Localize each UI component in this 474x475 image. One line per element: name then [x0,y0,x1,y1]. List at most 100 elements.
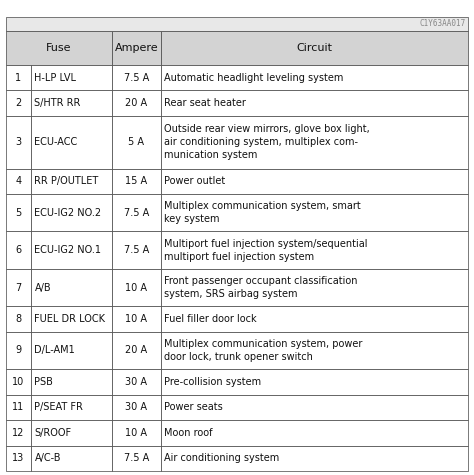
Bar [112,369,161,395]
Bar [31,116,112,169]
Bar [31,269,112,306]
Bar [161,90,468,116]
Bar [112,31,161,65]
Bar [31,332,112,369]
Bar [6,17,468,31]
Bar [161,269,468,306]
Bar [161,231,468,269]
Bar [161,395,468,420]
Text: Power outlet: Power outlet [164,176,226,186]
Text: 10 A: 10 A [126,283,147,293]
Bar [6,332,31,369]
Text: Outside rear view mirrors, glove box light,
air conditioning system, multiplex c: Outside rear view mirrors, glove box lig… [164,124,370,160]
Bar [112,65,161,90]
Text: ECU-ACC: ECU-ACC [35,137,78,147]
Bar [161,369,468,395]
Bar [31,169,112,194]
Bar [31,65,112,90]
Text: ECU-IG2 NO.2: ECU-IG2 NO.2 [35,208,101,218]
Bar [161,420,468,446]
Bar [31,395,112,420]
Text: 12: 12 [12,428,25,438]
Bar [161,65,468,90]
Text: 20 A: 20 A [125,345,147,355]
Bar [112,306,161,332]
Bar [6,420,31,446]
Bar [112,446,161,471]
Bar [31,446,112,471]
Text: 8: 8 [15,314,21,324]
Bar [6,194,31,231]
Text: 3: 3 [15,137,21,147]
Bar [161,31,468,65]
Bar [31,369,112,395]
Text: D/L-AM1: D/L-AM1 [35,345,75,355]
Text: S/HTR RR: S/HTR RR [35,98,81,108]
Bar [6,31,112,65]
Text: 9: 9 [15,345,21,355]
Bar [161,169,468,194]
Text: 7.5 A: 7.5 A [124,454,149,464]
Bar [6,231,31,269]
Text: C1Y63AA017: C1Y63AA017 [419,19,466,28]
Bar [112,395,161,420]
Text: Multiport fuel injection system/sequential
multiport fuel injection system: Multiport fuel injection system/sequenti… [164,239,368,262]
Bar [31,194,112,231]
Text: A/C-B: A/C-B [35,454,61,464]
Text: 15 A: 15 A [125,176,147,186]
Text: 5: 5 [15,208,21,218]
Bar [112,269,161,306]
Text: Moon roof: Moon roof [164,428,213,438]
Text: 2: 2 [15,98,21,108]
Text: A/B: A/B [35,283,51,293]
Bar [6,395,31,420]
Text: Circuit: Circuit [297,43,332,53]
Text: FUEL DR LOCK: FUEL DR LOCK [35,314,105,324]
Text: 13: 13 [12,454,25,464]
Bar [6,269,31,306]
Bar [31,306,112,332]
Bar [161,332,468,369]
Bar [31,231,112,269]
Text: 7.5 A: 7.5 A [124,245,149,255]
Bar [6,306,31,332]
Text: 4: 4 [15,176,21,186]
Text: Fuel filler door lock: Fuel filler door lock [164,314,257,324]
Text: 20 A: 20 A [125,98,147,108]
Text: 10 A: 10 A [126,428,147,438]
Bar [6,65,31,90]
Bar [112,231,161,269]
Text: PSB: PSB [35,377,54,387]
Bar [112,116,161,169]
Text: Multiplex communication system, power
door lock, trunk opener switch: Multiplex communication system, power do… [164,339,363,362]
Text: 10: 10 [12,377,25,387]
Text: 10 A: 10 A [126,314,147,324]
Bar [112,169,161,194]
Bar [161,194,468,231]
Bar [6,116,31,169]
Text: 1: 1 [15,73,21,83]
Text: 7.5 A: 7.5 A [124,73,149,83]
Text: 7: 7 [15,283,21,293]
Text: Power seats: Power seats [164,402,223,412]
Text: P/SEAT FR: P/SEAT FR [35,402,83,412]
Bar [31,420,112,446]
Text: S/ROOF: S/ROOF [35,428,72,438]
Bar [112,332,161,369]
Text: 11: 11 [12,402,25,412]
Bar [161,116,468,169]
Text: Rear seat heater: Rear seat heater [164,98,246,108]
Bar [6,446,31,471]
Text: RR P/OUTLET: RR P/OUTLET [35,176,99,186]
Text: 5 A: 5 A [128,137,145,147]
Text: Automatic headlight leveling system: Automatic headlight leveling system [164,73,344,83]
Text: Ampere: Ampere [115,43,158,53]
Bar [112,420,161,446]
Bar [6,369,31,395]
Bar [31,90,112,116]
Text: 7.5 A: 7.5 A [124,208,149,218]
Text: ECU-IG2 NO.1: ECU-IG2 NO.1 [35,245,101,255]
Text: Air conditioning system: Air conditioning system [164,454,280,464]
Text: 30 A: 30 A [126,402,147,412]
Bar [161,306,468,332]
